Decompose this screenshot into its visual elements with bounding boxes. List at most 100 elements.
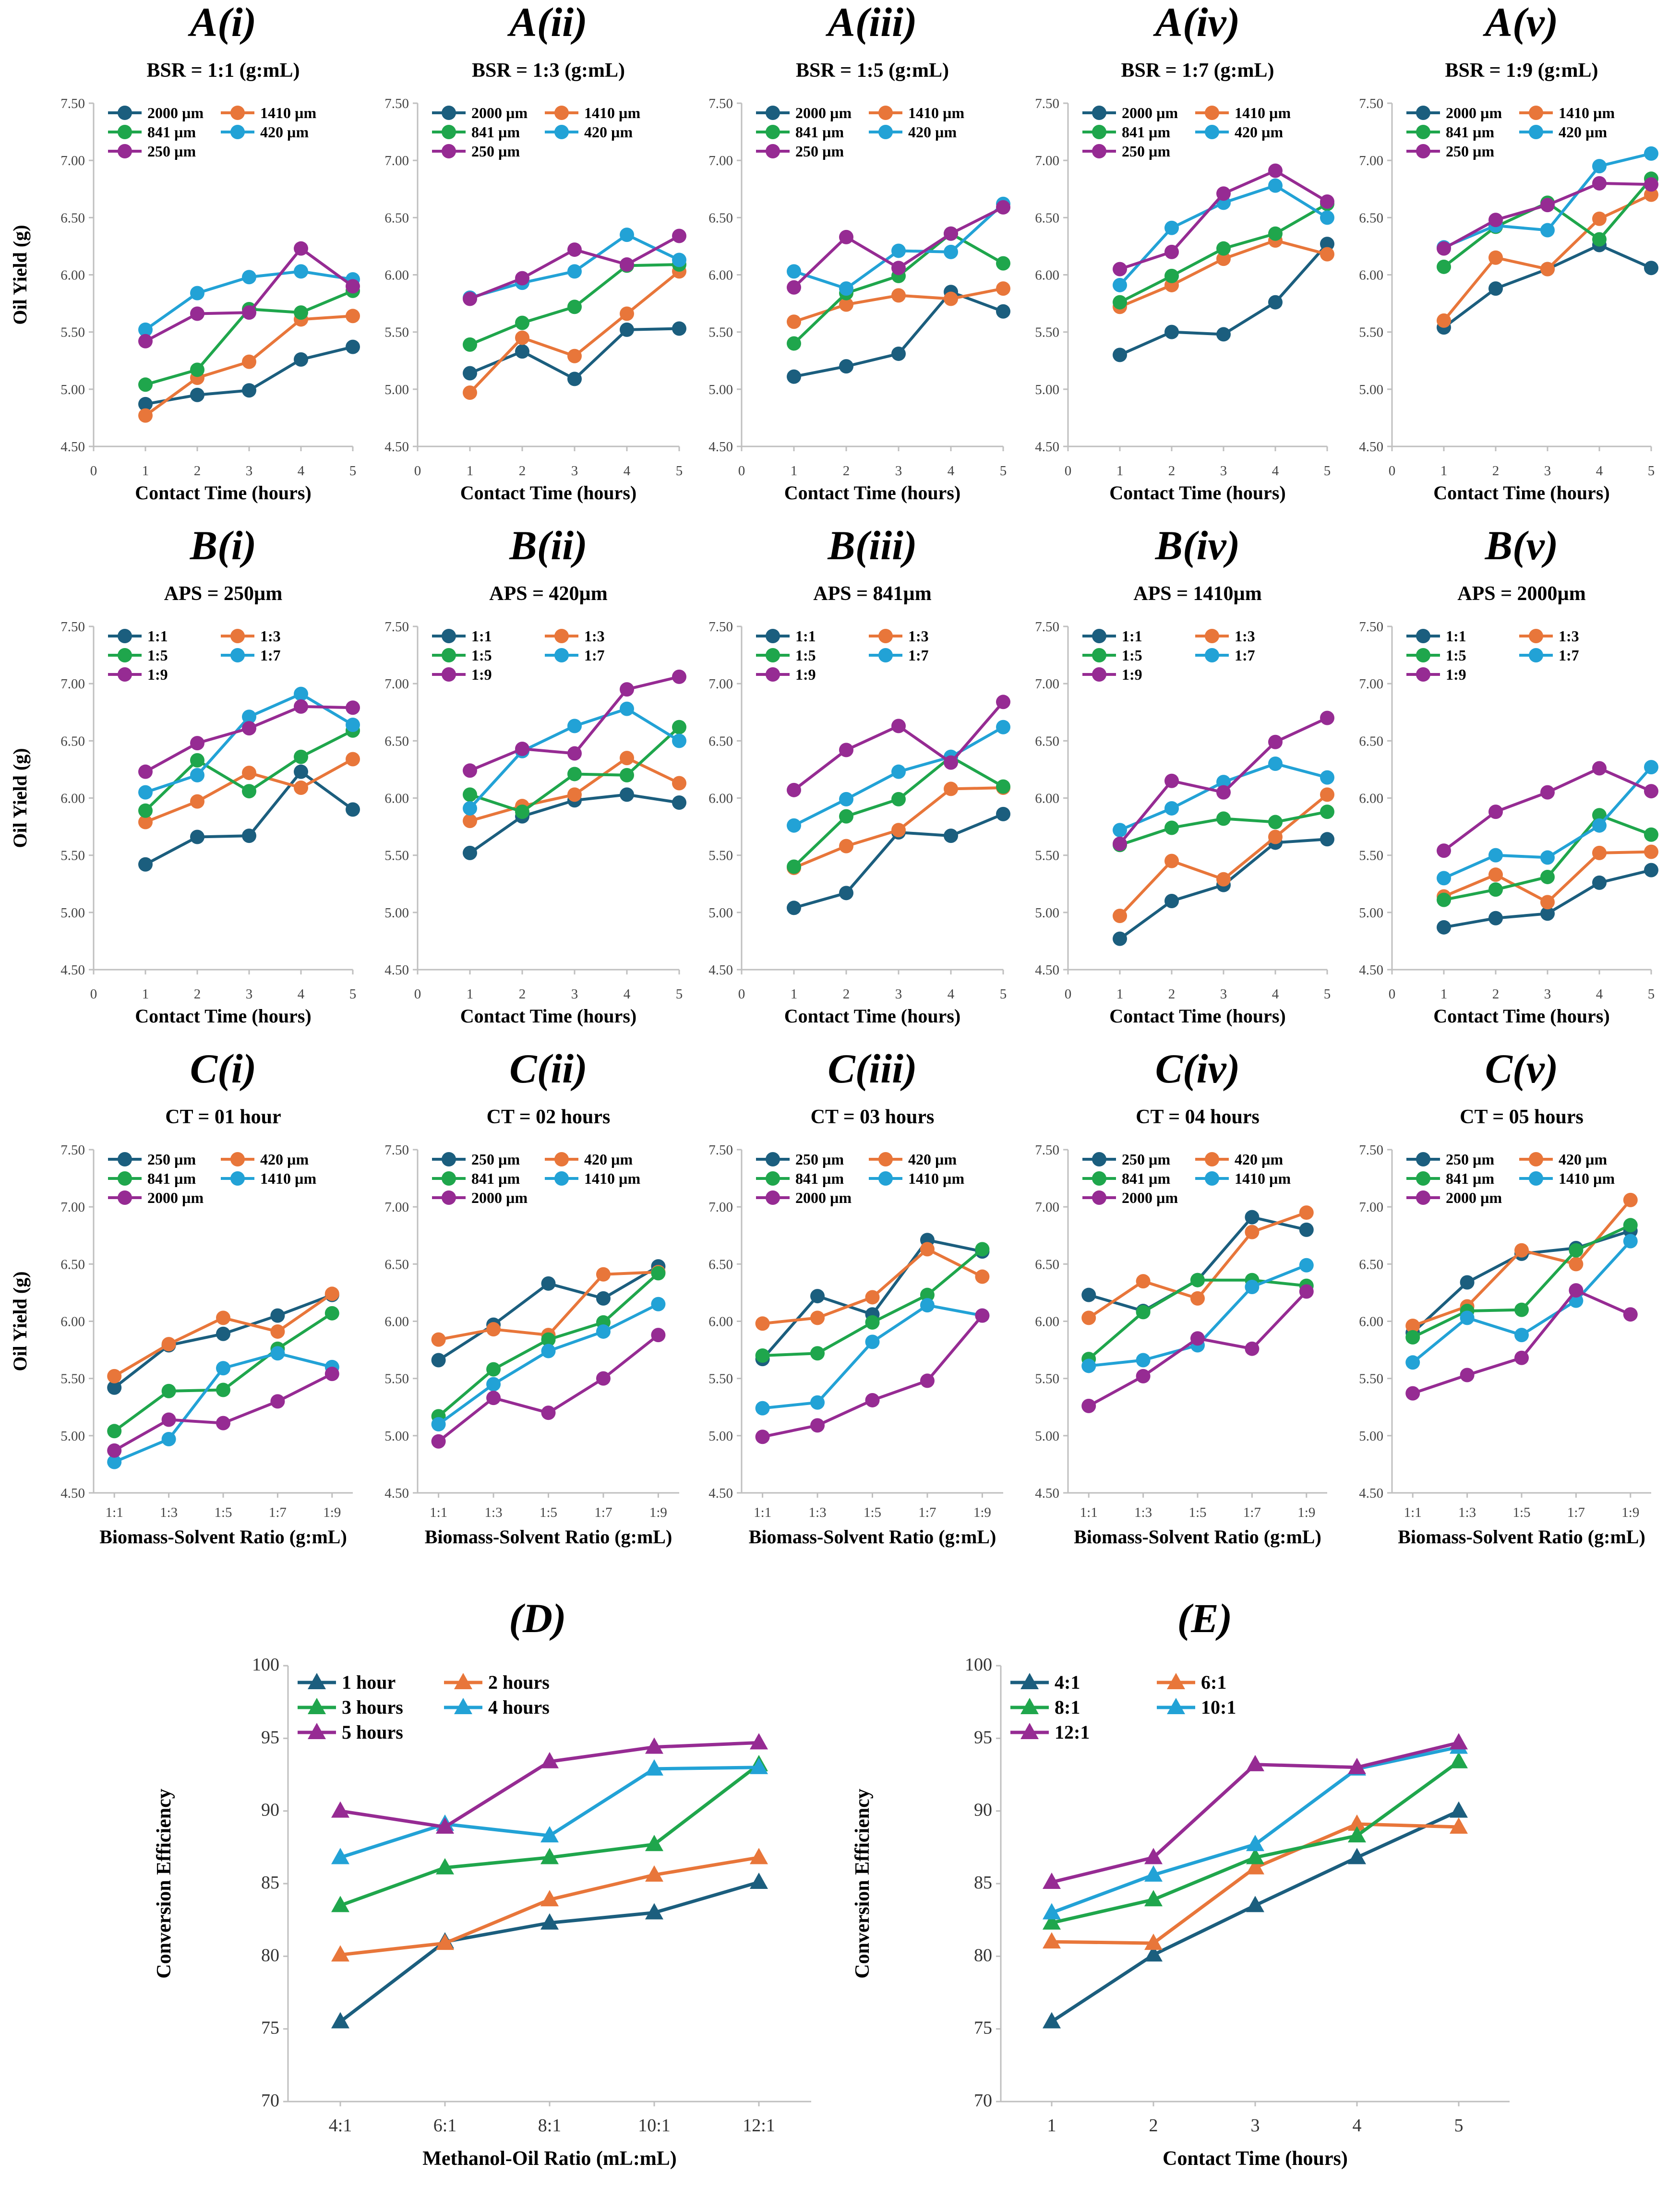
x-tick-label: 1:9 <box>1297 1505 1315 1520</box>
data-point <box>242 766 256 781</box>
data-point <box>1623 1218 1638 1233</box>
legend-label: 5 hours <box>342 1721 403 1743</box>
y-tick-label: 75 <box>261 2018 279 2038</box>
data-point <box>242 305 256 320</box>
legend-marker <box>766 1152 780 1166</box>
data-point <box>1216 872 1231 887</box>
legend-label: 420 µm <box>1235 1151 1283 1168</box>
legend-marker <box>1020 1673 1039 1689</box>
y-tick-label: 4.50 <box>60 1486 85 1501</box>
legend: 1:1 1:3 1:5 1:7 1:9 <box>432 627 605 683</box>
y-tick-label: 6.00 <box>1359 791 1383 806</box>
legend-label: 1:3 <box>260 627 281 645</box>
data-point <box>431 1353 446 1368</box>
y-tick-label: 7.00 <box>384 153 409 168</box>
data-point <box>1488 882 1503 897</box>
legend-label: 1:3 <box>908 627 929 645</box>
data-point <box>1190 1273 1205 1287</box>
x-tick-label: 0 <box>90 986 97 1002</box>
data-point <box>567 264 582 279</box>
data-point <box>294 686 308 701</box>
legend-marker <box>1416 1171 1430 1186</box>
x-tick-label: 1:3 <box>1458 1505 1476 1520</box>
data-point <box>1569 1257 1584 1272</box>
y-tick-label: 6.50 <box>1359 733 1383 749</box>
data-point <box>436 1817 454 1834</box>
x-axis-title: Contact Time (hours) <box>784 482 960 504</box>
legend-label: 250 µm <box>1446 143 1494 160</box>
data-point <box>515 344 529 359</box>
x-tick-label: 5 <box>1454 2115 1464 2136</box>
y-tick-label: 5.50 <box>60 325 85 340</box>
data-point <box>486 1322 501 1337</box>
data-point <box>787 314 801 329</box>
y-tick-label: 5.00 <box>60 905 85 921</box>
data-point <box>1488 250 1503 265</box>
data-point <box>1488 911 1503 925</box>
legend-label: 1:5 <box>471 647 492 664</box>
data-point <box>975 1269 990 1284</box>
data-point <box>1246 1835 1264 1851</box>
y-tick-label: 4.50 <box>60 439 85 455</box>
data-point <box>891 792 906 806</box>
panel-subtitle: BSR = 1:9 (g:mL) <box>1445 60 1598 82</box>
legend-marker <box>230 648 245 662</box>
panel-label: C(v) <box>1485 1045 1559 1092</box>
data-point <box>346 717 360 732</box>
y-tick-label: 7.50 <box>384 96 409 111</box>
data-point <box>891 719 906 733</box>
legend-marker <box>1205 1152 1219 1166</box>
data-point <box>787 818 801 833</box>
data-point <box>190 736 204 751</box>
chart-b5: B(v) APS = 2000µm 4.50 5.00 5.50 6.00 6.50 7.00… <box>1359 522 1658 1027</box>
data-point <box>1164 773 1179 788</box>
data-point <box>138 857 153 872</box>
data-point <box>107 1424 122 1439</box>
y-tick-label: 5.50 <box>60 1371 85 1387</box>
legend-label: 1:1 <box>795 627 816 645</box>
legend-marker <box>878 1152 893 1166</box>
legend-label: 1:7 <box>584 647 605 664</box>
data-point <box>1320 247 1334 262</box>
data-point <box>567 300 582 314</box>
y-tick-label: 5.50 <box>384 848 409 864</box>
data-point <box>270 1324 285 1339</box>
legend: 1:1 1:3 1:5 1:7 1:9 <box>1406 627 1579 683</box>
x-tick-label: 1 <box>1116 986 1124 1002</box>
y-tick-label: 7.50 <box>708 96 733 111</box>
data-point <box>1216 327 1231 342</box>
data-point <box>1437 920 1451 935</box>
panel-subtitle: APS = 2000µm <box>1457 583 1585 605</box>
x-tick-label: 1 <box>142 463 149 479</box>
data-point <box>1216 785 1231 800</box>
legend-marker <box>878 629 893 643</box>
data-point <box>891 823 906 838</box>
y-tick-label: 6.50 <box>384 733 409 749</box>
legend-label: 1410 µm <box>260 104 316 121</box>
data-point <box>1348 1848 1366 1864</box>
panel-label: B(v) <box>1485 522 1559 568</box>
data-point <box>190 768 204 782</box>
data-point <box>1164 894 1179 908</box>
data-point <box>190 286 204 300</box>
legend-label: 1:9 <box>471 666 492 683</box>
legend: 2000 µm 1410 µm 841 µm 420 µm 250 µm <box>1406 104 1615 160</box>
data-point <box>1245 1210 1260 1225</box>
legend-marker <box>442 125 456 139</box>
y-tick-label: 4.50 <box>1359 439 1383 455</box>
data-point <box>1320 710 1334 725</box>
y-tick-label: 6.00 <box>1359 1314 1383 1330</box>
legend-marker <box>766 144 780 158</box>
series-line <box>144 247 354 343</box>
data-point <box>1320 832 1334 847</box>
x-axis-title: Methanol-Oil Ratio (mL:mL) <box>422 2148 677 2170</box>
legend-label: 2000 µm <box>1446 1189 1502 1206</box>
y-axis-title: Oil Yield (g) <box>9 1271 31 1371</box>
legend-marker <box>442 648 456 662</box>
legend-label: 2000 µm <box>795 104 852 121</box>
legend-marker <box>442 629 456 643</box>
data-point <box>755 1401 770 1416</box>
legend-marker <box>1416 667 1430 682</box>
data-point <box>216 1382 230 1397</box>
panel-subtitle: BSR = 1:5 (g:mL) <box>796 60 949 82</box>
